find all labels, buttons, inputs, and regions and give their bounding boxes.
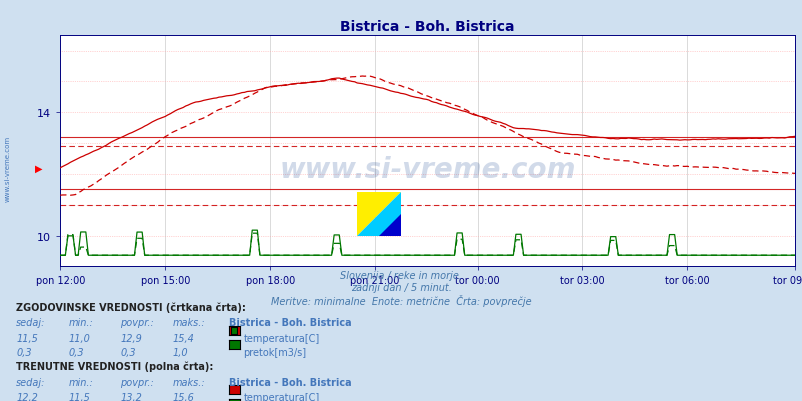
Text: 15,4: 15,4: [172, 333, 194, 343]
Text: maks.:: maks.:: [172, 377, 205, 387]
Text: pretok[m3/s]: pretok[m3/s]: [243, 347, 306, 357]
Text: 15,6: 15,6: [172, 392, 194, 401]
Text: www.si-vreme.com: www.si-vreme.com: [5, 136, 11, 201]
Text: 0,3: 0,3: [120, 347, 136, 357]
Polygon shape: [357, 192, 401, 237]
Polygon shape: [357, 192, 401, 237]
Text: 12,2: 12,2: [16, 392, 38, 401]
Polygon shape: [379, 215, 401, 237]
Text: 11,5: 11,5: [16, 333, 38, 343]
Text: Slovenija / reke in morje.: Slovenija / reke in morje.: [340, 271, 462, 281]
Text: 12,9: 12,9: [120, 333, 142, 343]
Text: temperatura[C]: temperatura[C]: [243, 333, 319, 343]
Text: www.si-vreme.com: www.si-vreme.com: [279, 156, 575, 184]
Text: 11,0: 11,0: [68, 333, 90, 343]
Text: 13,2: 13,2: [120, 392, 142, 401]
Text: min.:: min.:: [68, 318, 93, 328]
Text: TRENUTNE VREDNOSTI (polna črta):: TRENUTNE VREDNOSTI (polna črta):: [16, 361, 213, 371]
Text: 1,0: 1,0: [172, 347, 188, 357]
Text: povpr.:: povpr.:: [120, 318, 154, 328]
Text: Bistrica - Boh. Bistrica: Bistrica - Boh. Bistrica: [229, 318, 351, 328]
Text: 11,5: 11,5: [68, 392, 90, 401]
Text: temperatura[C]: temperatura[C]: [243, 392, 319, 401]
Text: Bistrica - Boh. Bistrica: Bistrica - Boh. Bistrica: [229, 377, 351, 387]
Text: sedaj:: sedaj:: [16, 318, 46, 328]
Text: 0,3: 0,3: [68, 347, 83, 357]
Text: sedaj:: sedaj:: [16, 377, 46, 387]
Text: ▶: ▶: [35, 163, 43, 173]
Text: povpr.:: povpr.:: [120, 377, 154, 387]
Title: Bistrica - Boh. Bistrica: Bistrica - Boh. Bistrica: [340, 20, 514, 34]
Text: Meritve: minimalne  Enote: metrične  Črta: povprečje: Meritve: minimalne Enote: metrične Črta:…: [271, 295, 531, 307]
Text: ZGODOVINSKE VREDNOSTI (črtkana črta):: ZGODOVINSKE VREDNOSTI (črtkana črta):: [16, 302, 245, 312]
Text: min.:: min.:: [68, 377, 93, 387]
Text: maks.:: maks.:: [172, 318, 205, 328]
Text: 0,3: 0,3: [16, 347, 31, 357]
Text: zadnji dan / 5 minut.: zadnji dan / 5 minut.: [350, 283, 452, 293]
